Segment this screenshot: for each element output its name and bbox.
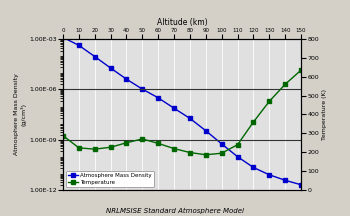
Atmosphere Mass Density — [283, 179, 287, 182]
Legend: Atmosphere Mass Density, Temperature: Atmosphere Mass Density, Temperature — [66, 171, 154, 187]
Atmosphere Mass Density — [267, 173, 271, 176]
Text: NRLMSISE Standard Atmosphere Model: NRLMSISE Standard Atmosphere Model — [106, 208, 244, 214]
Temperature — [219, 152, 224, 154]
Y-axis label: Atmosphere Mass Density
(g/cm³): Atmosphere Mass Density (g/cm³) — [14, 73, 26, 156]
Line: Atmosphere Mass Density: Atmosphere Mass Density — [61, 36, 303, 186]
Line: Temperature: Temperature — [61, 68, 303, 157]
Temperature — [251, 121, 256, 123]
Temperature — [188, 151, 192, 154]
Temperature — [204, 153, 208, 156]
Temperature — [172, 147, 176, 150]
Temperature — [283, 83, 287, 86]
Atmosphere Mass Density — [61, 36, 65, 39]
Atmosphere Mass Density — [204, 129, 208, 132]
Temperature — [124, 141, 128, 144]
Atmosphere Mass Density — [172, 107, 176, 110]
Temperature — [236, 143, 240, 146]
Temperature — [156, 142, 160, 145]
Temperature — [140, 138, 145, 140]
Atmosphere Mass Density — [108, 67, 113, 69]
Y-axis label: Temperature (K): Temperature (K) — [322, 89, 327, 140]
Atmosphere Mass Density — [124, 78, 128, 81]
Atmosphere Mass Density — [140, 88, 145, 90]
Atmosphere Mass Density — [299, 183, 303, 186]
Atmosphere Mass Density — [77, 44, 81, 47]
Atmosphere Mass Density — [188, 117, 192, 120]
Atmosphere Mass Density — [219, 143, 224, 145]
Temperature — [108, 146, 113, 149]
X-axis label: Altitude (km): Altitude (km) — [157, 18, 207, 27]
Temperature — [299, 69, 303, 71]
Temperature — [267, 100, 271, 103]
Atmosphere Mass Density — [236, 155, 240, 158]
Temperature — [61, 134, 65, 137]
Atmosphere Mass Density — [251, 166, 256, 169]
Atmosphere Mass Density — [156, 97, 160, 99]
Atmosphere Mass Density — [93, 55, 97, 58]
Temperature — [93, 148, 97, 150]
Temperature — [77, 147, 81, 149]
